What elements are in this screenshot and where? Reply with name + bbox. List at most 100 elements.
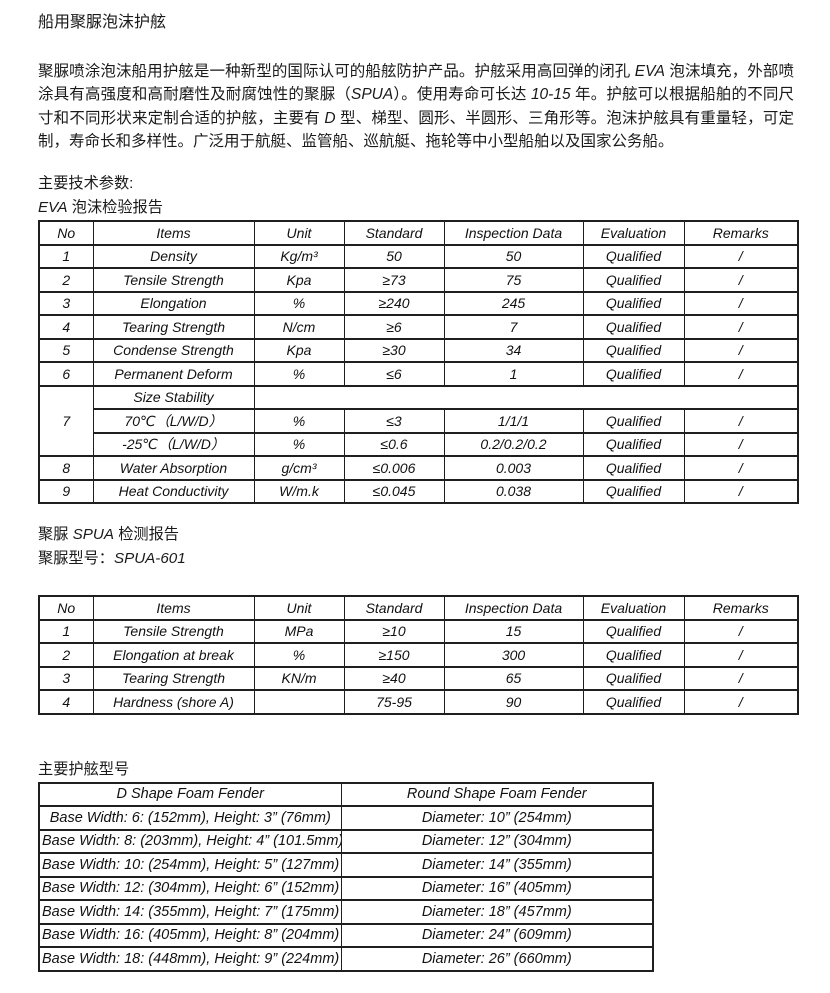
table-cell: 70℃（L/W/D） [92, 408, 255, 434]
table-cell: 65 [443, 665, 584, 692]
table-cell: Diameter: 14” (355mm) [340, 852, 654, 878]
table-header-cell: Unit [253, 595, 345, 621]
table-cell: 3 [38, 290, 94, 317]
text-segment: SPUA [72, 526, 114, 544]
table-cell: Qualified [582, 478, 685, 505]
table-cell: ≥40 [343, 665, 445, 692]
table-row: 2 Elongation at break% ≥150 300 Qualified / [38, 642, 799, 668]
table-cell: Tearing Strength [92, 665, 255, 692]
table-cell: g/cm³ [253, 455, 345, 481]
table-cell: Size Stability [92, 384, 255, 411]
table-cell: 3 [38, 665, 94, 692]
table-cell: 6 [38, 361, 94, 387]
intro-paragraph: 聚脲喷涂泡沫船用护舷是一种新型的国际认可的船舷防护产品。护舷采用高回弹的闭孔 E… [38, 60, 794, 153]
text-segment: 10-15 [530, 86, 571, 104]
table-cell: Density [92, 243, 255, 270]
table-cell: % [253, 408, 345, 434]
text-segment: 泡沫检验报告 [67, 199, 163, 217]
table-row: Base Width: 12: (304mm), Height: 6” (152… [38, 875, 654, 902]
table-cell: Qualified [582, 689, 685, 715]
table-cell: 50 [443, 243, 584, 270]
table-row: 8 Water Absorption g/cm³ ≤0.006 0.003 Qualifi… [38, 455, 799, 481]
text-segment: 船用聚脲泡沫护舷 [38, 14, 167, 31]
text-segment: EVA [634, 63, 665, 80]
table-cell: Elongation at break [92, 642, 255, 668]
text-segment: 年。护舷可以根据船舶的不同尺寸和不同形状来定制合适的护舷，主要有 [38, 86, 794, 127]
table-cell: ≥10 [343, 618, 445, 645]
table-cell: Qualified [582, 267, 685, 293]
fender-models-heading: 主要护舷型号 [38, 758, 794, 782]
table-header-cell: D Shape Foam Fender [38, 781, 342, 808]
table-cell: % [253, 431, 345, 458]
table-cell: % [253, 290, 345, 317]
text-segment: 主要护舷型号 [38, 760, 130, 778]
table-row: 1 Density Kg/m³ 50 50 Qualified / [38, 243, 799, 270]
table-cell: Base Width: 14: (355mm), Height: 7” (175… [38, 899, 342, 925]
table-row: 2 Tensile Strength Kpa ≥73 75 Qualified / [38, 267, 799, 293]
table-cell: 5 [38, 337, 94, 364]
table-cell: ≤0.6 [343, 431, 445, 458]
table-cell: 0.2/0.2/0.2 [443, 431, 584, 458]
table-row: Base Width: 6: (152mm), Height: 3” (76mm… [38, 805, 654, 831]
table-cell: Base Width: 6: (152mm), Height: 3” (76mm… [38, 805, 342, 831]
table-cell: 4 [38, 689, 94, 715]
table-header-cell: Standard [343, 595, 445, 621]
table-cell: ≥150 [343, 642, 445, 668]
table-cell: 0.003 [443, 455, 584, 481]
text-segment: 聚脲 [38, 526, 73, 544]
table-cell: 0.038 [443, 478, 584, 505]
table-cell: Tensile Strength [92, 618, 255, 645]
table-header-row: No Items Unit Standard Inspection Data Evalua… [38, 220, 799, 246]
table-cell: Diameter: 18” (457mm) [340, 899, 654, 925]
table-cell: / [683, 642, 799, 668]
table-cell: ≥30 [343, 337, 445, 364]
table-cell: 90 [443, 689, 584, 715]
table-cell: Base Width: 16: (405mm), Height: 8” (204… [38, 922, 342, 949]
text-segment: SPUA [351, 86, 394, 104]
table-cell: / [683, 361, 799, 387]
table-cell: Permanent Deform [92, 361, 255, 387]
spua-model-heading: 聚脲型号：SPUA-601 [38, 547, 794, 571]
table-row: 6 Permanent Deform% ≤6 1 Qualified / [38, 361, 799, 387]
table-cell: ≤6 [343, 361, 445, 387]
table-cell: Diameter: 26” (660mm) [340, 946, 654, 972]
table-cell: Elongation [92, 290, 255, 317]
table-cell: / [683, 431, 799, 458]
table-cell: Qualified [582, 431, 685, 458]
table-cell: W/m.k [253, 478, 345, 505]
table-cell: Qualified [582, 618, 685, 645]
table-cell: ≤0.006 [343, 455, 445, 481]
table-cell: -25℃（L/W/D） [92, 431, 255, 458]
table-header-cell: Evaluation [582, 220, 685, 246]
table-cell: Water Absorption [92, 455, 255, 481]
table-cell: KN/m [253, 665, 345, 692]
table-row: 4 Hardness (shore A) 75-95 90 Qualified / [38, 689, 799, 715]
table-cell: 7 [443, 314, 584, 340]
table-row: Base Width: 14: (355mm), Height: 7” (175… [38, 899, 654, 925]
table-row: -25℃（L/W/D）% ≤0.6 0.2/0.2/0.2 Qualified / [39, 431, 799, 458]
table-cell: Diameter: 10” (254mm) [340, 805, 654, 831]
table-cell: % [253, 642, 345, 668]
table-cell: Kg/m³ [253, 243, 345, 270]
table-header-cell: Unit [253, 220, 345, 246]
table-cell: Condense Strength [92, 337, 255, 364]
table-cell: / [683, 665, 799, 692]
table-header-cell: Remarks [683, 220, 799, 246]
table-cell: N/cm [253, 314, 345, 340]
table-header-cell: No [38, 595, 94, 621]
table-row: 1 Tensile Strength MPa ≥10 15 Qualified / [38, 618, 799, 645]
table-row: 5 Condense Strength Kpa ≥30 34 Qualified / [38, 337, 799, 364]
fender-models-table: D Shape Foam Fender Round Shape Foam Fend… [38, 781, 654, 972]
table-row: Base Width: 10: (254mm), Height: 5” (127… [38, 852, 654, 878]
table-cell: Diameter: 16” (405mm) [340, 875, 654, 902]
table-header-cell: Items [92, 595, 255, 621]
table-cell: 1 [443, 361, 584, 387]
table-cell: Qualified [582, 665, 685, 692]
table-row: Base Width: 18: (448mm), Height: 9” (224… [38, 946, 654, 972]
table-cell: 7 [38, 384, 94, 458]
text-segment: 聚脲型号： [38, 550, 114, 568]
table-header-cell: Remarks [683, 595, 799, 621]
table-cell: / [683, 618, 799, 645]
table-cell: Qualified [582, 314, 685, 340]
